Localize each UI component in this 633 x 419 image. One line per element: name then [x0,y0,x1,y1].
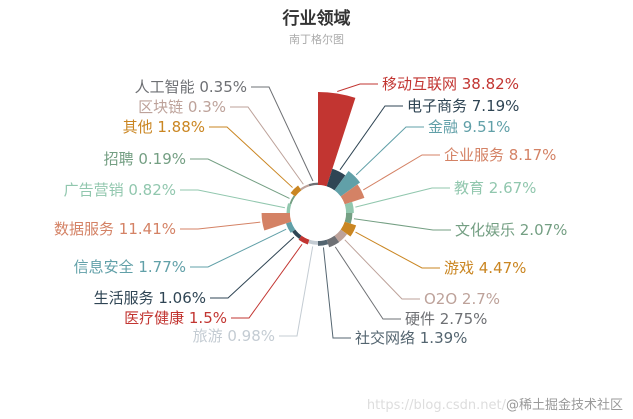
label-leader-line [339,105,403,171]
rose-slice[interactable] [340,184,365,205]
label-leader-line [231,243,303,319]
slice-label: 招聘 0.19% [104,150,186,168]
slice-label: 信息安全 1.77% [74,258,186,276]
slice-label: 其他 1.88% [123,118,205,136]
label-leader-line [355,126,424,176]
slice-label: 教育 2.67% [454,179,536,197]
chart-title: 行业领域 [282,9,351,29]
label-leader-line [190,228,287,268]
rose-slice[interactable] [286,203,292,213]
rose-slice[interactable] [298,235,310,245]
rose-center-hole [290,185,346,241]
rose-slice[interactable] [340,221,357,237]
label-leader-line [190,158,290,199]
slice-label: 旅游 0.98% [193,327,275,345]
rose-slice[interactable] [261,213,292,231]
slice-label: 区块链 0.3% [138,98,226,116]
slice-label: 硬件 2.75% [405,310,487,328]
slice-label: 社交网络 1.39% [355,329,467,347]
label-leader-line [210,236,295,299]
watermark: https://blog.csdn.net/@稀土掘金技术社区 [367,394,623,413]
slice-label: 广告营销 0.82% [64,181,176,199]
slice-label: 医疗健康 1.5% [124,309,227,327]
rose-slice[interactable] [344,213,353,224]
slice-label: 游戏 4.47% [444,259,526,277]
label-leader-line [279,246,314,337]
label-leader-line [209,126,293,188]
rose-slice[interactable] [308,182,318,187]
label-leader-line [251,86,314,182]
label-leader-line [230,106,304,185]
label-leader-line [334,246,401,320]
rose-slice[interactable] [334,170,361,197]
rose-slice[interactable] [289,195,296,205]
slice-label: 电子商务 7.19% [407,97,519,115]
rose-slice[interactable] [308,239,318,245]
rose-slice[interactable] [285,221,296,233]
slice-label: 文化娱乐 2.07% [455,221,567,239]
slice-label: 金融 9.51% [428,118,510,136]
label-leader-line [322,247,351,339]
label-leader-line [344,239,420,300]
rose-slice[interactable] [326,168,346,191]
watermark-url: https://blog.csdn.net/ [366,398,506,413]
rose-slice[interactable] [300,184,310,191]
rose-slice[interactable] [292,229,302,239]
slice-label: 移动互联网 38.82% [382,75,519,93]
rose-slice[interactable] [334,229,348,243]
rose-slice[interactable] [344,201,354,213]
slice-label: O2O 2.7% [424,290,500,308]
slice-label: 企业服务 8.17% [444,146,556,164]
label-leader-line [337,83,378,92]
label-leader-line [353,218,451,231]
rose-slice[interactable] [318,239,329,246]
slice-label: 数据服务 11.41% [54,220,176,238]
rose-slice[interactable] [326,235,340,248]
label-leader-line [363,154,440,191]
rose-slice[interactable] [290,185,302,197]
slice-label: 人工智能 0.35% [135,78,247,96]
chart-subtitle: 南丁格尔图 [289,33,344,46]
slice-label: 生活服务 1.06% [94,289,206,307]
label-leader-line [180,221,261,230]
label-leader-line [355,231,440,269]
label-leader-line [355,187,450,208]
rose-slice[interactable] [318,92,356,187]
label-leader-line [180,189,286,209]
watermark-brand: @稀土掘金技术社区 [505,398,623,413]
